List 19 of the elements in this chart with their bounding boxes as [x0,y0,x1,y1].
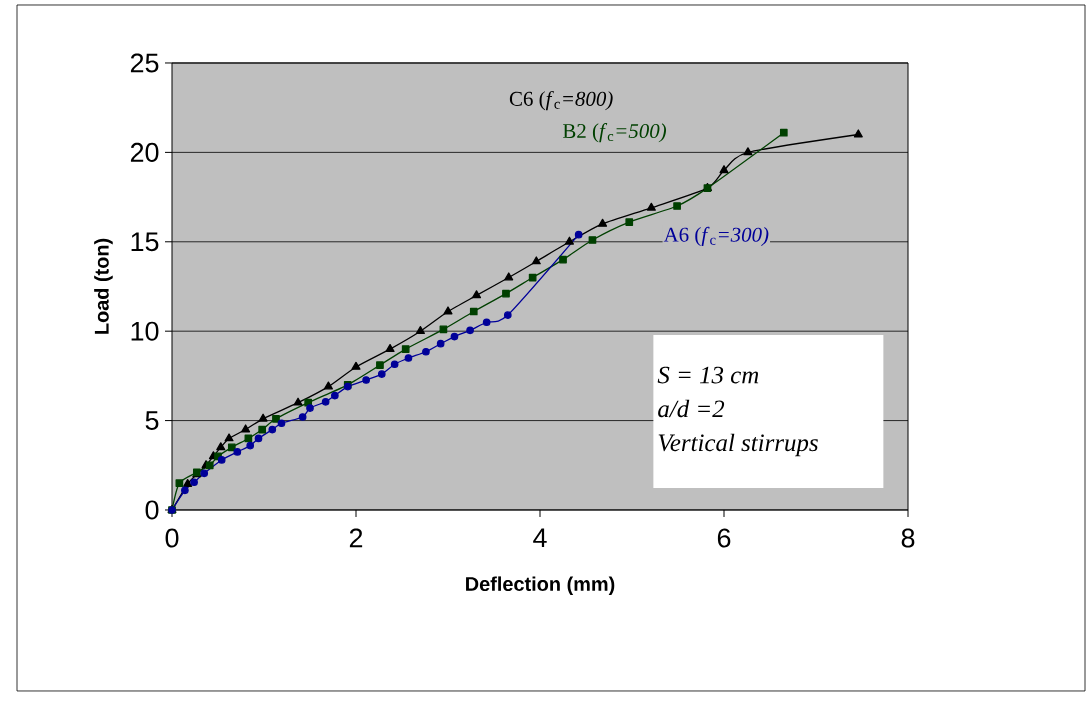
y-tick-label: 20 [130,142,159,162]
y-tick-label: 5 [145,411,159,430]
text: A6 (f$_{c}$=300) [663,226,769,247]
x-tick-label: 8 [901,528,915,548]
y-axis-title: Load (ton) [94,238,113,334]
y-tick-label: 0 [145,500,159,520]
y-tick-label: 15 [131,232,159,252]
y-tick-label: 10 [131,321,159,341]
x-tick-label: 4 [533,528,547,548]
annotation: Vertical stirrups [658,433,818,457]
x-tick-label: 0 [165,528,179,548]
text: C6 (f$_{c}$=800) [509,90,613,111]
text: B2 (f$_{c}$=500) [562,123,667,143]
x-axis-title: Deflection (mm) [466,576,615,595]
x-tick-label: 2 [349,528,363,548]
y-tick-label: 25 [130,53,159,73]
x-tick-label: 6 [717,528,731,548]
annotation: S = 13 cm [657,366,759,384]
annotation: a/d =2 [658,399,725,418]
